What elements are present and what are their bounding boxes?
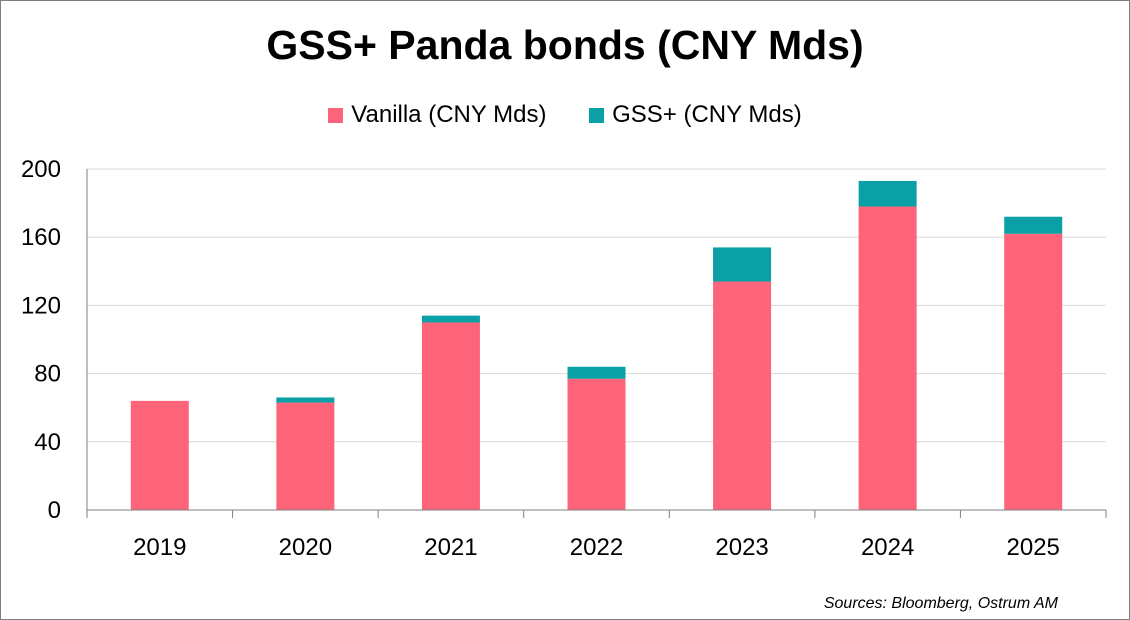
x-tick-label: 2020 [279,534,332,561]
legend-label-vanilla: Vanilla (CNY Mds) [351,101,547,128]
legend-label-gss: GSS+ (CNY Mds) [612,101,802,128]
y-tick-label: 200 [21,156,61,183]
bar-vanilla [130,400,189,510]
x-tick-label: 2025 [1007,534,1060,561]
bar-gss [713,247,772,282]
x-tick-label: 2024 [861,534,914,561]
bar-gss [276,397,335,403]
legend-swatch-gss [589,107,605,123]
legend-item-vanilla: Vanilla (CNY Mds) [328,101,546,129]
bar-vanilla [1004,233,1063,511]
bar-gss [567,366,626,379]
chart-title: GSS+ Panda bonds (CNY Mds) [266,22,864,68]
bar-vanilla [276,402,335,510]
y-tick-label: 120 [21,292,61,319]
bar-gss [421,315,480,323]
legend-swatch-vanilla [328,107,344,123]
bar-vanilla [858,206,917,510]
x-tick-label: 2022 [570,534,623,561]
bar-vanilla [713,281,772,510]
bar-gss [858,180,917,207]
bar-vanilla [567,378,626,510]
x-tick-label: 2019 [133,534,186,561]
bar-gss [1004,216,1063,234]
y-tick-label: 0 [48,497,61,524]
y-tick-label: 80 [34,361,61,388]
source-note: Sources: Bloomberg, Ostrum AM [823,595,1058,612]
legend-item-gss: GSS+ (CNY Mds) [589,101,802,129]
bar-vanilla [421,322,480,510]
x-tick-label: 2023 [715,534,768,561]
x-tick-label: 2021 [424,534,477,561]
y-tick-label: 40 [34,429,61,456]
y-tick-label: 160 [21,224,61,251]
chart-legend: Vanilla (CNY Mds) GSS+ (CNY Mds) [0,101,1130,130]
